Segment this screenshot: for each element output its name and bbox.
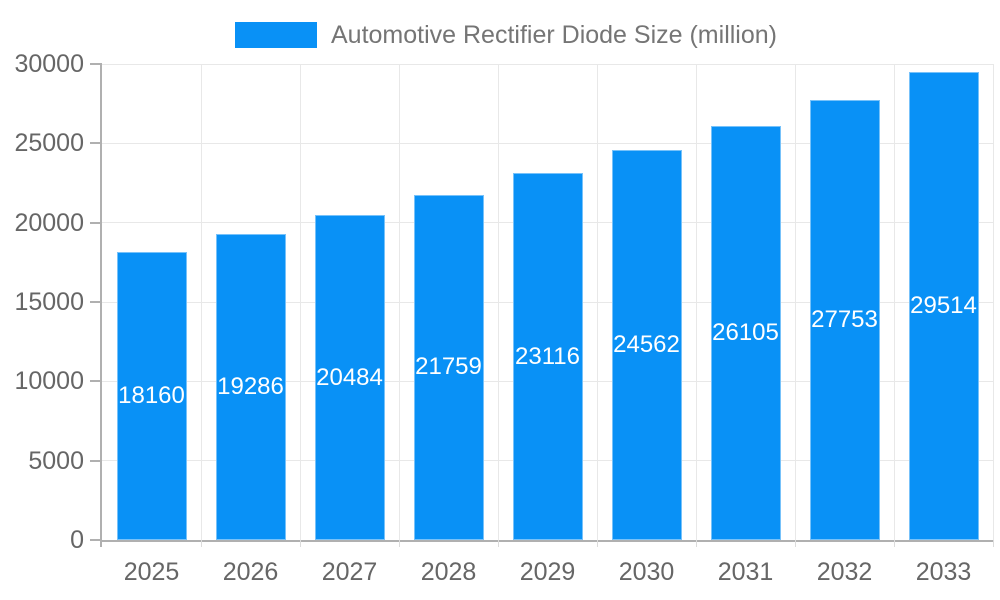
bar: 19286 bbox=[215, 234, 286, 540]
y-tick-mark bbox=[90, 539, 102, 541]
x-tick-mark bbox=[200, 540, 202, 547]
x-gridline bbox=[200, 64, 202, 540]
x-gridline bbox=[398, 64, 400, 540]
x-tick-label: 2027 bbox=[321, 558, 378, 586]
y-tick-mark bbox=[90, 221, 102, 224]
x-tick-label: 2032 bbox=[816, 558, 873, 586]
x-gridline bbox=[497, 64, 499, 540]
y-gridline bbox=[102, 142, 993, 144]
bar-value-label: 29514 bbox=[910, 291, 977, 319]
bar-value-label: 23116 bbox=[515, 342, 580, 370]
x-tick-mark bbox=[794, 540, 796, 547]
x-tick-mark bbox=[695, 540, 697, 547]
y-tick-label: 0 bbox=[70, 526, 84, 554]
legend-label: Automotive Rectifier Diode Size (million… bbox=[331, 21, 777, 49]
bar: 18160 bbox=[116, 251, 187, 540]
y-tick-label: 15000 bbox=[14, 288, 84, 316]
bar-value-label: 24562 bbox=[613, 331, 680, 359]
x-gridline bbox=[992, 64, 994, 540]
x-tick-label: 2029 bbox=[519, 558, 576, 586]
y-tick-label: 20000 bbox=[14, 208, 84, 237]
y-tick-mark bbox=[90, 301, 102, 303]
x-tick-label: 2026 bbox=[222, 558, 279, 586]
y-axis-line bbox=[100, 64, 102, 547]
x-tick-mark bbox=[893, 540, 895, 547]
bar: 29514 bbox=[908, 71, 979, 540]
x-tick-mark bbox=[992, 540, 994, 547]
y-tick-label: 30000 bbox=[14, 50, 84, 78]
y-tick-mark bbox=[90, 63, 102, 65]
x-tick-label: 2028 bbox=[420, 558, 477, 586]
x-tick-label: 2025 bbox=[123, 558, 180, 586]
x-tick-mark bbox=[299, 540, 301, 547]
bar-value-label: 26105 bbox=[712, 318, 779, 346]
y-gridline bbox=[102, 63, 993, 65]
x-tick-label: 2031 bbox=[717, 558, 774, 586]
y-tick-label: 10000 bbox=[14, 367, 84, 396]
bar: 27753 bbox=[809, 99, 880, 540]
bar: 20484 bbox=[314, 215, 385, 540]
bar: 24562 bbox=[611, 150, 682, 540]
y-tick-label: 25000 bbox=[14, 129, 84, 158]
x-gridline bbox=[695, 64, 697, 540]
x-gridline bbox=[299, 64, 301, 540]
x-gridline bbox=[794, 64, 796, 540]
bar: 21759 bbox=[413, 194, 484, 540]
x-gridline bbox=[893, 64, 895, 540]
legend-swatch bbox=[235, 22, 317, 48]
bar: 26105 bbox=[710, 125, 781, 540]
x-tick-mark bbox=[398, 540, 400, 547]
bar-value-label: 27753 bbox=[811, 305, 878, 333]
bar: 23116 bbox=[512, 173, 583, 540]
x-tick-label: 2033 bbox=[915, 558, 972, 586]
bar-value-label: 21759 bbox=[415, 353, 482, 381]
x-tick-mark bbox=[497, 540, 499, 547]
x-tick-mark bbox=[596, 540, 598, 547]
plot-area: 0 5000 10000 15000 20000 25000 30000 18160 2025 1… bbox=[14, 50, 994, 586]
bar-value-label: 20484 bbox=[316, 363, 383, 391]
y-tick-label: 5000 bbox=[28, 446, 84, 475]
x-axis-line bbox=[100, 540, 993, 542]
x-gridline bbox=[596, 64, 598, 540]
bar-value-label: 18160 bbox=[118, 381, 185, 409]
chart-legend: Automotive Rectifier Diode Size (million… bbox=[235, 22, 777, 48]
bar-value-label: 19286 bbox=[217, 373, 284, 400]
y-tick-mark bbox=[90, 459, 102, 462]
y-tick-mark bbox=[90, 142, 102, 145]
y-tick-mark bbox=[90, 380, 102, 383]
x-tick-label: 2030 bbox=[618, 558, 675, 586]
